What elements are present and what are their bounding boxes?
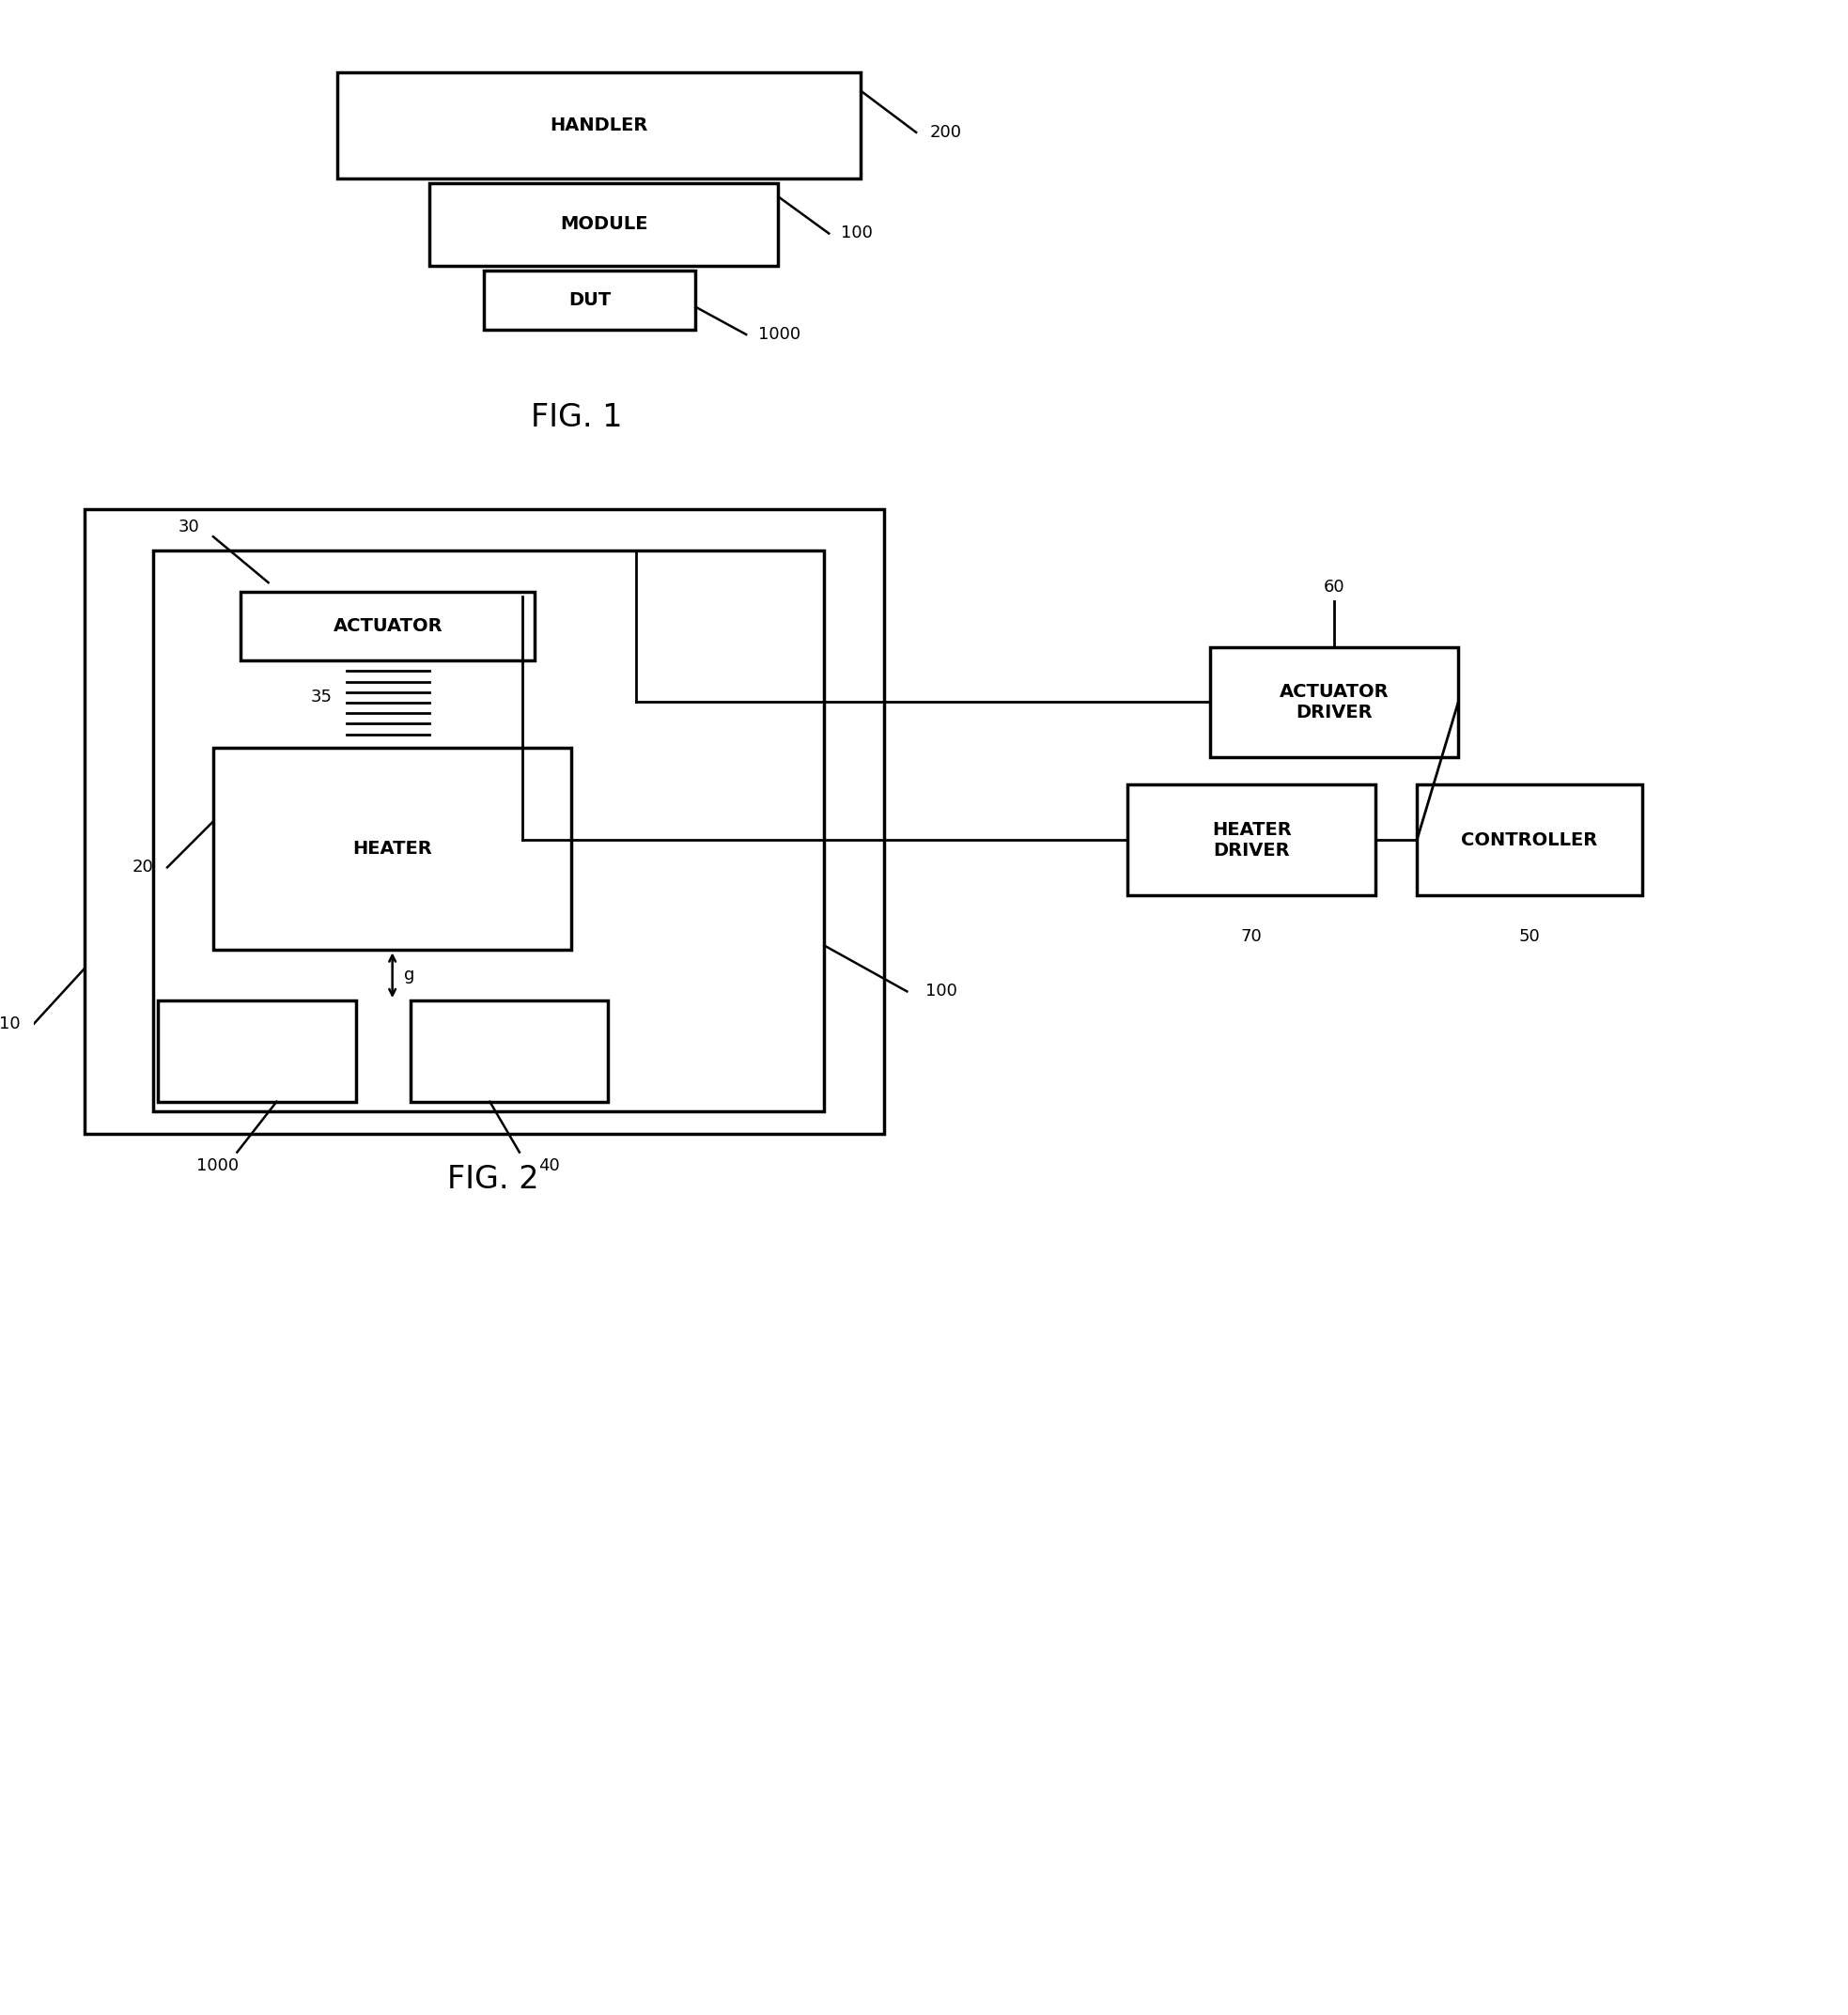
Bar [213, 748, 571, 951]
Text: HEATER: HEATER [353, 840, 432, 858]
Text: 10: 10 [0, 1016, 20, 1032]
Bar [429, 183, 778, 266]
Text: 200: 200 [930, 123, 961, 141]
Text: 50: 50 [1519, 927, 1539, 945]
Bar [336, 73, 861, 177]
Text: 60: 60 [1323, 578, 1345, 596]
Text: FIG. 2: FIG. 2 [447, 1165, 540, 1195]
Bar [153, 550, 824, 1110]
Text: CONTROLLER: CONTROLLER [1462, 830, 1599, 848]
Text: 70: 70 [1240, 927, 1262, 945]
Text: ACTUATOR: ACTUATOR [333, 617, 442, 635]
Text: 1000: 1000 [758, 326, 800, 343]
Text: FIG. 1: FIG. 1 [530, 401, 623, 433]
Text: 30: 30 [177, 520, 200, 536]
Bar [410, 1001, 608, 1102]
Bar [484, 270, 695, 330]
Text: HANDLER: HANDLER [551, 117, 649, 135]
Text: 100: 100 [926, 983, 957, 999]
Text: DUT: DUT [569, 290, 612, 308]
Text: MODULE: MODULE [560, 216, 647, 234]
Bar [85, 510, 883, 1134]
Text: 35: 35 [310, 689, 333, 705]
Text: 1000: 1000 [196, 1157, 238, 1175]
Text: HEATER
DRIVER: HEATER DRIVER [1212, 820, 1292, 858]
Bar [1210, 647, 1458, 758]
Text: ACTUATOR
DRIVER: ACTUATOR DRIVER [1279, 683, 1390, 721]
Bar [240, 592, 534, 661]
Text: g: g [403, 967, 414, 983]
Bar [1127, 784, 1375, 895]
Text: 20: 20 [131, 858, 153, 877]
Bar [159, 1001, 355, 1102]
Text: 40: 40 [538, 1157, 560, 1175]
Text: 100: 100 [841, 226, 872, 242]
Bar [1417, 784, 1643, 895]
